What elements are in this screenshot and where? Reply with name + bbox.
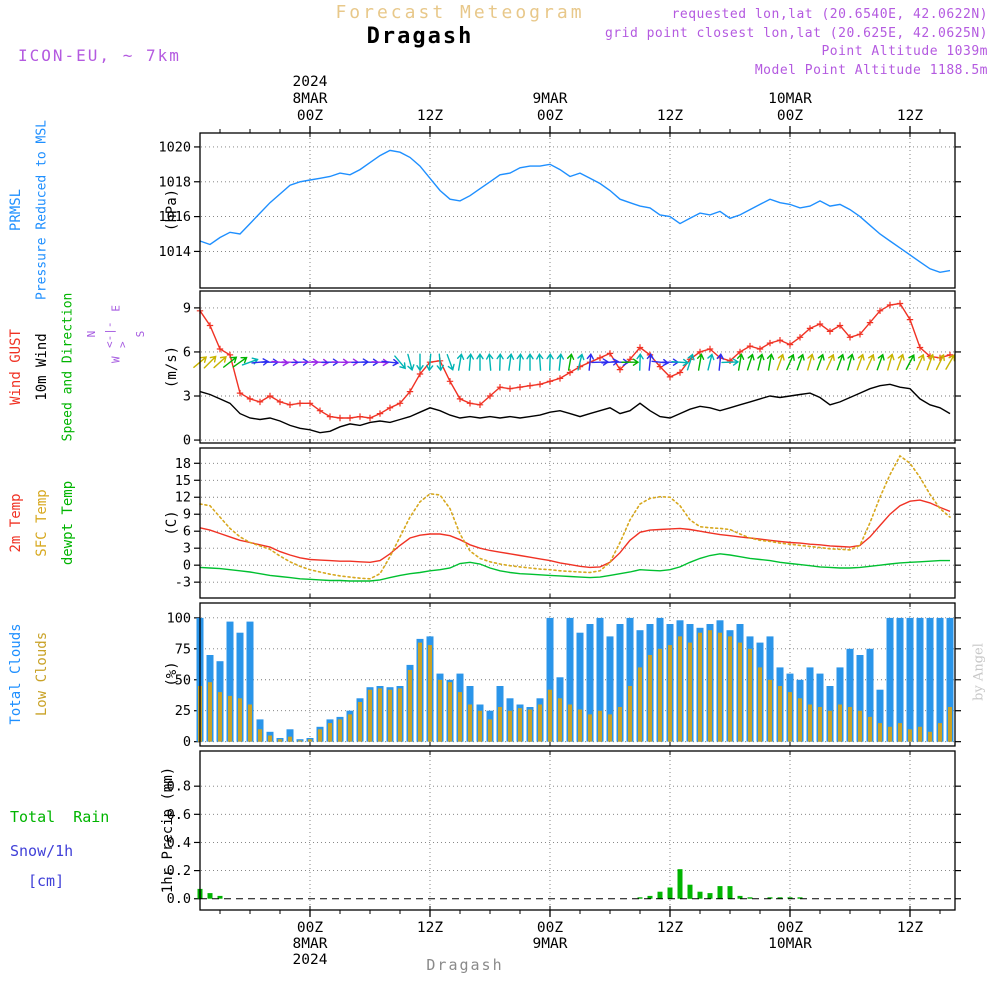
svg-text:75: 75 (175, 641, 191, 657)
svg-text:18: 18 (175, 456, 191, 472)
svg-text:15: 15 (175, 473, 191, 489)
svg-text:8MAR: 8MAR (293, 936, 328, 952)
pressure-panel: 1014 1016 1018 1020 (158, 132, 961, 289)
svg-text:3: 3 (183, 541, 191, 557)
svg-text:6: 6 (183, 344, 191, 360)
svg-text:10MAR: 10MAR (768, 91, 812, 107)
svg-text:12: 12 (175, 490, 191, 506)
station-title: Dragash (366, 24, 474, 49)
svg-text:12Z: 12Z (657, 920, 683, 936)
svg-text:2024: 2024 (293, 74, 328, 90)
svg-text:0.4: 0.4 (167, 835, 191, 851)
svg-text:8MAR: 8MAR (293, 91, 328, 107)
svg-text:100: 100 (167, 610, 191, 626)
time-axis: 20248MAR00Z00Z8MAR202412Z12Z9MAR00Z00Z9M… (219, 74, 941, 968)
rain-legend-label: Total Rain (10, 808, 110, 826)
svg-text:0.8: 0.8 (167, 779, 191, 795)
svg-text:12Z: 12Z (897, 108, 923, 124)
svg-text:10MAR: 10MAR (768, 936, 812, 952)
precip-panel: 0.0 0.2 0.4 0.6 0.8 (167, 750, 961, 911)
svg-text:0: 0 (183, 558, 191, 574)
svg-text:1016: 1016 (158, 209, 191, 225)
wind_10m_ms-line (199, 383, 951, 434)
wind-direction-arrows (193, 352, 956, 372)
wind-panel: 0 3 6 9 (183, 290, 961, 449)
svg-text:9: 9 (183, 507, 191, 523)
svg-text:6: 6 (183, 524, 191, 540)
svg-text:1018: 1018 (158, 174, 191, 190)
svg-text:0.2: 0.2 (167, 863, 191, 879)
dewpoint_c-line (199, 553, 950, 582)
figure-title: Forecast Meteogram (335, 2, 585, 23)
svg-text:12Z: 12Z (417, 920, 443, 936)
svg-text:9MAR: 9MAR (533, 91, 568, 107)
svg-text:12Z: 12Z (897, 920, 923, 936)
svg-text:00Z: 00Z (297, 920, 323, 936)
svg-text:2024: 2024 (293, 952, 328, 968)
svg-text:1014: 1014 (158, 244, 191, 260)
header-meta: requested lon,lat (20.6540E, 42.0622N) g… (605, 6, 988, 80)
low_clouds_pct-bars (198, 630, 952, 742)
svg-text:9: 9 (183, 300, 191, 316)
svg-text:1020: 1020 (158, 139, 191, 155)
svg-text:0.0: 0.0 (167, 891, 191, 907)
pressure_msl_hpa-line (199, 149, 951, 274)
svg-text:00Z: 00Z (297, 108, 323, 124)
wind_gust_ms-line (199, 302, 951, 419)
svg-text:0.6: 0.6 (167, 807, 191, 823)
point-altitude: Point Altitude 1039m (821, 44, 988, 59)
svg-text:00Z: 00Z (537, 920, 563, 936)
svg-text:-3: -3 (175, 575, 191, 591)
svg-text:12Z: 12Z (417, 108, 443, 124)
grid-point-lonlat: grid point closest lon,lat (20.625E, 42.… (604, 25, 988, 41)
svg-text:3: 3 (183, 389, 191, 405)
svg-text:00Z: 00Z (777, 108, 803, 124)
temp_2m_c-line (199, 499, 951, 569)
svg-text:9MAR: 9MAR (533, 936, 568, 952)
requested-lonlat: requested lon,lat (20.6540E, 42.0622N) (671, 7, 988, 22)
watermark: by Angel (971, 643, 987, 701)
rain_1h_mm-bars (197, 869, 803, 899)
footer-station: Dragash (426, 956, 504, 974)
temp_sfc_c-line (199, 454, 951, 580)
svg-text:0: 0 (183, 734, 191, 750)
svg-text:00Z: 00Z (537, 108, 563, 124)
clouds-panel: 0 25 50 75 100 (167, 602, 961, 750)
snow-unit-label: [cm] (28, 872, 65, 890)
model-label: ICON-EU, ~ 7km (18, 46, 181, 65)
model-point-altitude: Model Point Altitude 1188.5m (754, 62, 988, 78)
svg-text:25: 25 (175, 703, 191, 719)
svg-text:00Z: 00Z (777, 920, 803, 936)
svg-text:50: 50 (175, 672, 191, 688)
svg-text:0: 0 (183, 433, 191, 449)
snow-legend-label: Snow/1h (10, 842, 74, 860)
svg-text:12Z: 12Z (657, 108, 683, 124)
